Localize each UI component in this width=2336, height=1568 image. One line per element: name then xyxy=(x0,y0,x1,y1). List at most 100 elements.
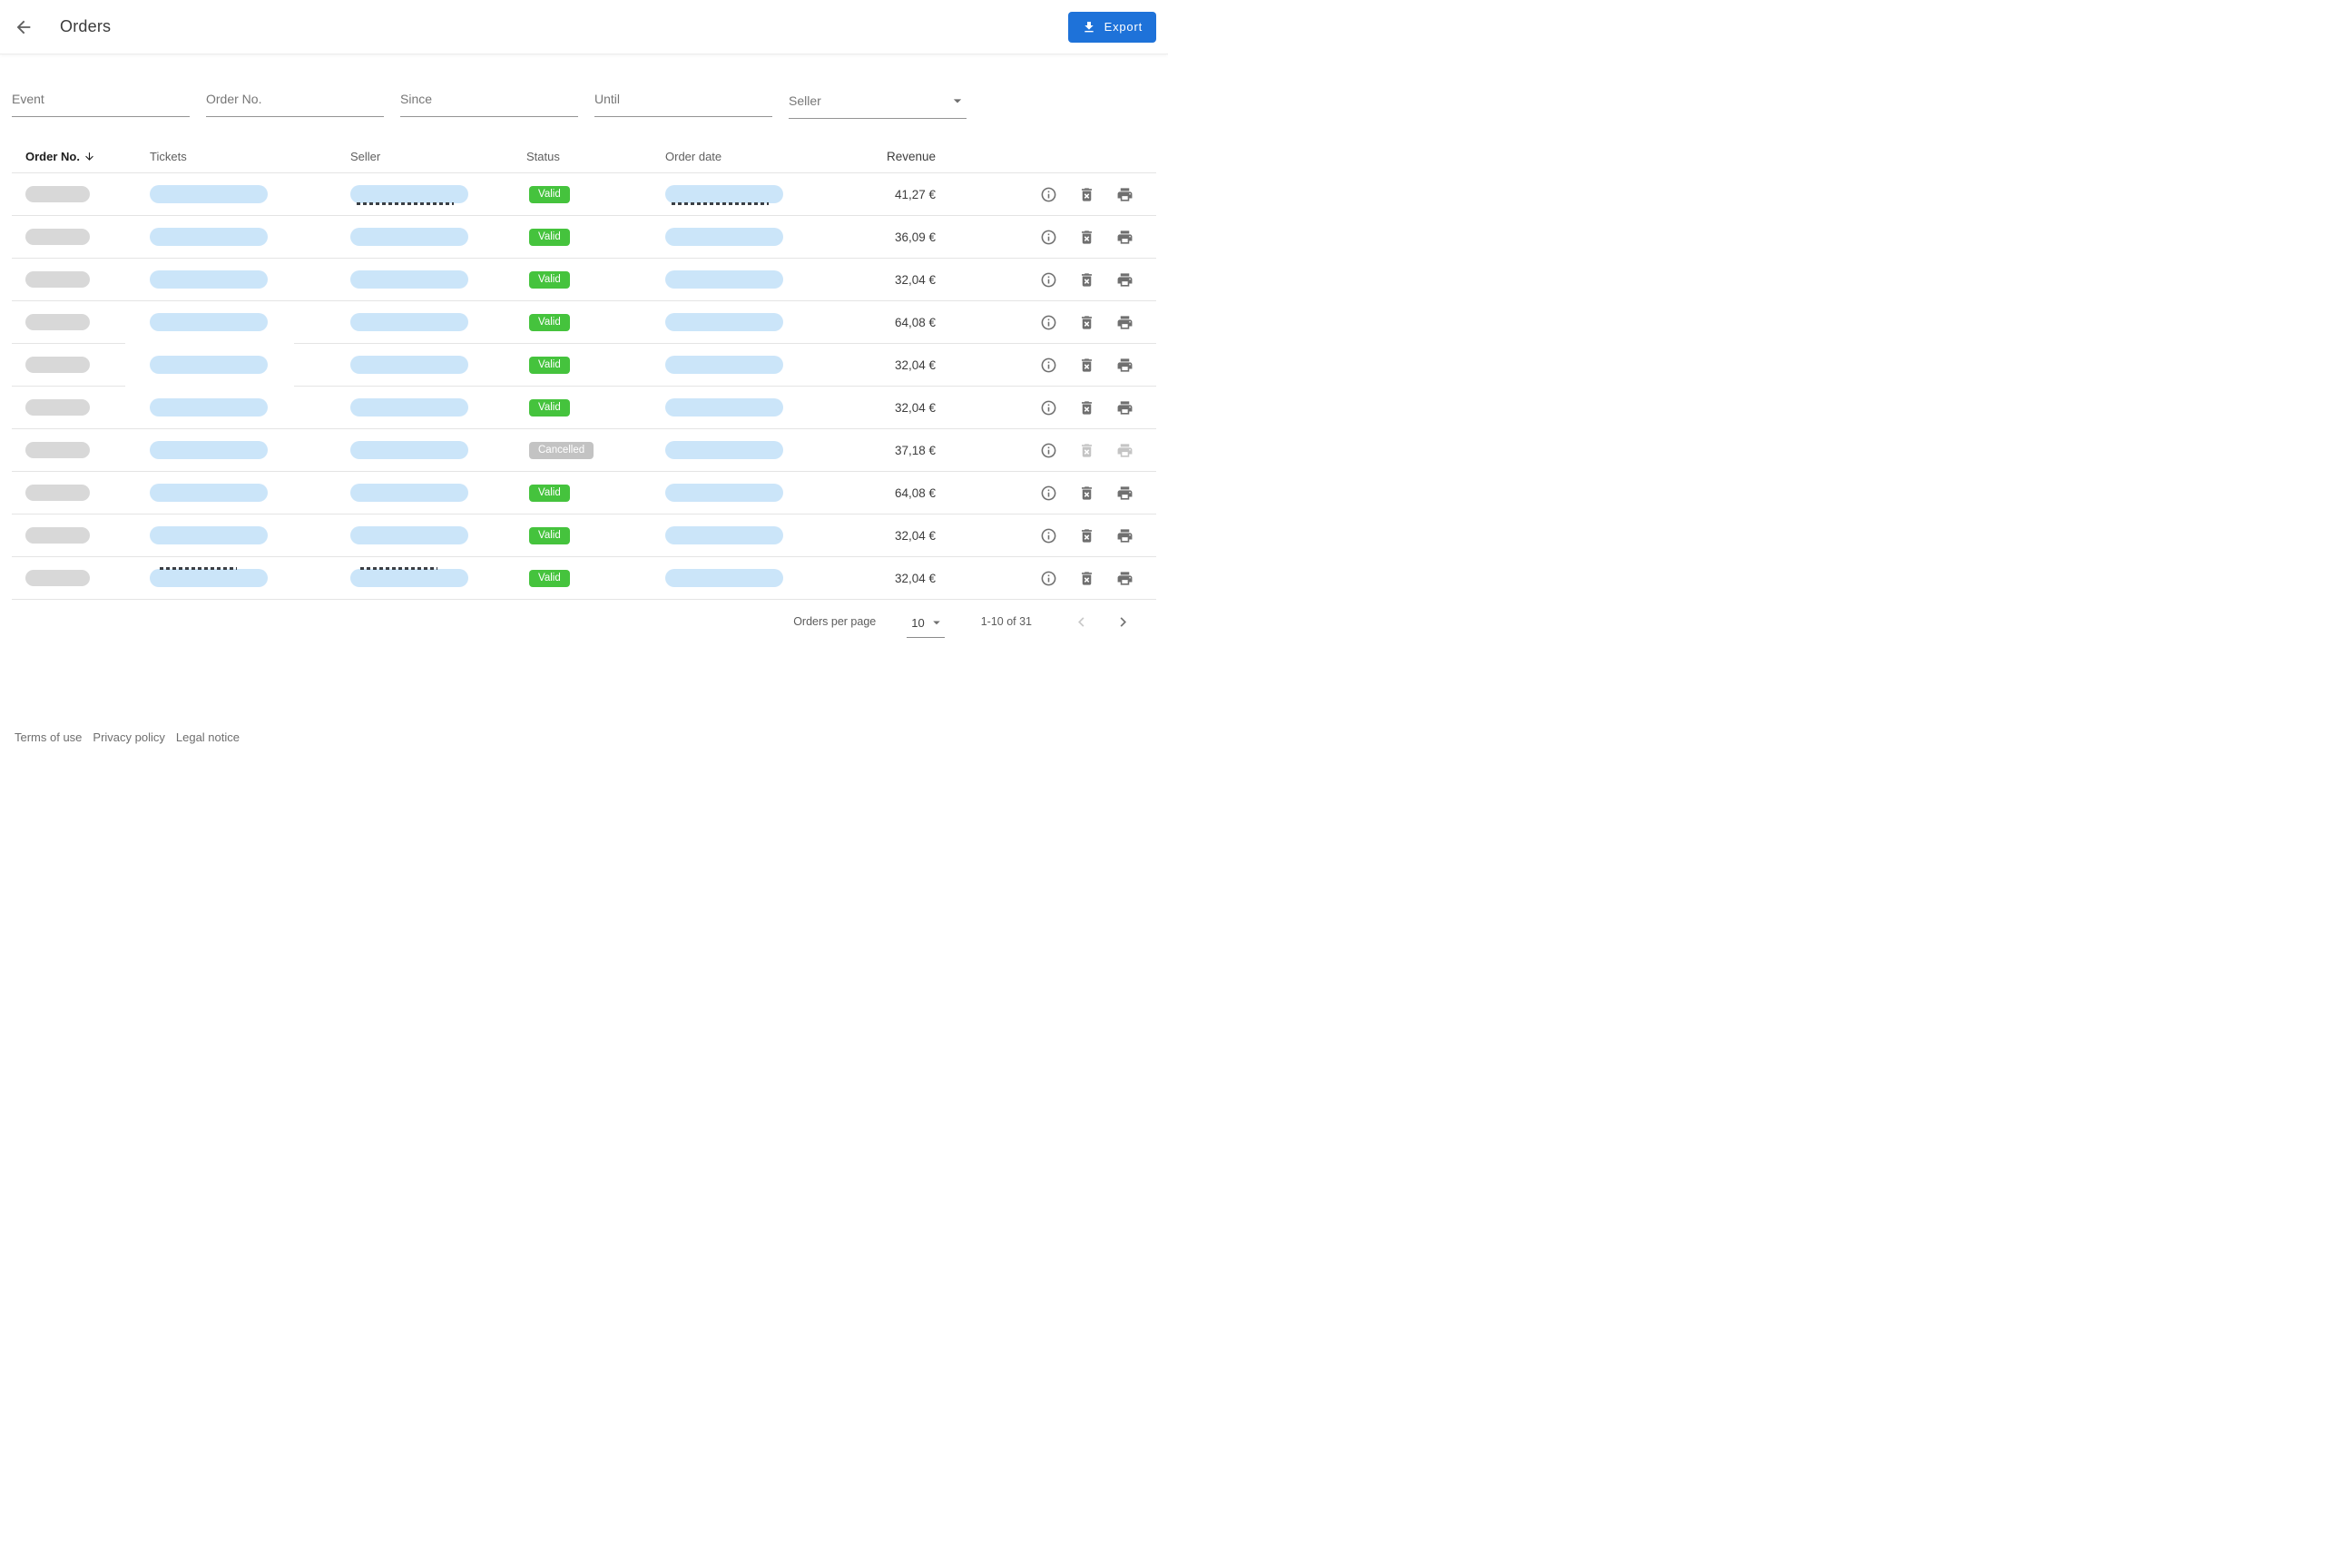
until-filter-input[interactable] xyxy=(594,86,772,117)
filter-bar: Seller xyxy=(12,86,1156,119)
since-filter-input[interactable] xyxy=(400,86,578,117)
redacted-seller-pill xyxy=(350,228,468,246)
dropdown-arrow-icon xyxy=(932,621,940,625)
info-order-button[interactable] xyxy=(1039,270,1057,289)
delete-order-button[interactable] xyxy=(1077,398,1095,416)
table-row: Valid 41,27 € xyxy=(12,173,1156,216)
column-header-tickets[interactable]: Tickets xyxy=(150,149,187,163)
until-filter-field xyxy=(594,86,772,119)
column-header-order-date[interactable]: Order date xyxy=(665,149,722,163)
redacted-order-no-pill xyxy=(25,186,90,202)
seller-filter-label: Seller xyxy=(789,93,821,108)
printer-icon xyxy=(1117,443,1132,457)
status-badge: Valid xyxy=(529,569,570,588)
export-button[interactable]: Export xyxy=(1067,11,1156,43)
revenue-value: 41,27 € xyxy=(894,187,936,201)
redacted-order-date-pill xyxy=(665,526,783,544)
status-badge: Valid xyxy=(529,185,570,204)
info-order-button[interactable] xyxy=(1039,185,1057,203)
delete-order-button[interactable] xyxy=(1077,356,1095,374)
page-range-label: 1-10 of 31 xyxy=(980,615,1032,628)
table-row: Valid 32,04 € xyxy=(12,259,1156,301)
info-order-button[interactable] xyxy=(1039,441,1057,459)
column-header-order-no[interactable]: Order No. xyxy=(25,150,150,163)
print-order-button[interactable] xyxy=(1115,356,1134,374)
table-row: Valid 32,04 € xyxy=(12,557,1156,600)
revenue-value: 32,04 € xyxy=(894,272,936,287)
order-no-filter-input[interactable] xyxy=(206,86,384,117)
order-no-filter-field xyxy=(206,86,384,119)
per-page-label: Orders per page xyxy=(793,615,877,628)
printer-icon xyxy=(1117,528,1132,543)
redacted-order-date-pill xyxy=(665,313,783,331)
redacted-tickets-pill xyxy=(150,567,268,587)
column-header-revenue[interactable]: Revenue xyxy=(886,149,936,163)
info-icon xyxy=(1041,528,1055,543)
print-order-button[interactable] xyxy=(1115,185,1134,203)
status-badge: Valid xyxy=(529,356,570,375)
redacted-order-date-pill xyxy=(665,356,783,374)
privacy-policy-link[interactable]: Privacy policy xyxy=(93,730,165,744)
print-order-button[interactable] xyxy=(1115,270,1134,289)
per-page-select[interactable]: 10 xyxy=(907,614,945,638)
revenue-value: 64,08 € xyxy=(894,485,936,500)
delete-order-button[interactable] xyxy=(1077,270,1095,289)
revenue-value: 32,04 € xyxy=(894,571,936,585)
printer-icon xyxy=(1117,230,1132,244)
column-header-status[interactable]: Status xyxy=(526,149,560,163)
trash-icon xyxy=(1081,528,1092,543)
print-order-button[interactable] xyxy=(1115,228,1134,246)
column-header-seller[interactable]: Seller xyxy=(350,149,381,163)
trash-icon xyxy=(1081,400,1092,415)
revenue-value: 64,08 € xyxy=(894,315,936,329)
info-order-button[interactable] xyxy=(1039,313,1057,331)
trash-icon xyxy=(1081,485,1092,500)
info-icon xyxy=(1041,358,1055,372)
redacted-order-date-pill xyxy=(665,270,783,289)
delete-order-button[interactable] xyxy=(1077,484,1095,502)
info-order-button[interactable] xyxy=(1039,398,1057,416)
pagination-bar: Orders per page 10 1-10 of 31 xyxy=(12,610,1156,638)
redacted-order-no-pill xyxy=(25,314,90,330)
print-order-button[interactable] xyxy=(1115,526,1134,544)
delete-order-button[interactable] xyxy=(1077,185,1095,203)
delete-order-button[interactable] xyxy=(1077,569,1095,587)
delete-order-button[interactable] xyxy=(1077,526,1095,544)
print-order-button[interactable] xyxy=(1115,569,1134,587)
orders-page: Orders Export Seller xyxy=(0,0,1168,784)
info-icon xyxy=(1041,400,1055,415)
info-icon xyxy=(1041,485,1055,500)
print-order-button[interactable] xyxy=(1115,398,1134,416)
info-order-button[interactable] xyxy=(1039,484,1057,502)
redacted-order-no-pill xyxy=(25,399,90,416)
next-page-button[interactable] xyxy=(1112,611,1134,632)
per-page-value: 10 xyxy=(911,615,925,630)
print-order-button[interactable] xyxy=(1115,313,1134,331)
printer-icon xyxy=(1117,315,1132,329)
terms-of-use-link[interactable]: Terms of use xyxy=(15,730,83,744)
since-filter-field xyxy=(400,86,578,119)
printer-icon xyxy=(1117,272,1132,287)
redacted-order-no-pill xyxy=(25,570,90,586)
previous-page-button xyxy=(1070,611,1092,632)
trash-icon xyxy=(1081,272,1092,287)
seller-filter-select[interactable]: Seller xyxy=(789,86,967,119)
back-button[interactable] xyxy=(9,13,38,42)
redacted-seller-pill xyxy=(350,441,468,459)
info-order-button[interactable] xyxy=(1039,228,1057,246)
status-badge: Valid xyxy=(529,228,570,247)
printer-icon xyxy=(1117,485,1132,500)
redacted-tickets-pill xyxy=(150,313,268,331)
event-filter-input[interactable] xyxy=(12,86,190,117)
redacted-order-date-pill xyxy=(665,441,783,459)
redacted-order-no-pill xyxy=(25,271,90,288)
delete-order-button[interactable] xyxy=(1077,313,1095,331)
info-order-button[interactable] xyxy=(1039,526,1057,544)
delete-order-button[interactable] xyxy=(1077,228,1095,246)
info-order-button[interactable] xyxy=(1039,569,1057,587)
info-order-button[interactable] xyxy=(1039,356,1057,374)
legal-notice-link[interactable]: Legal notice xyxy=(175,730,240,744)
table-row: Valid 36,09 € xyxy=(12,216,1156,259)
redacted-order-date-pill xyxy=(665,228,783,246)
print-order-button[interactable] xyxy=(1115,484,1134,502)
